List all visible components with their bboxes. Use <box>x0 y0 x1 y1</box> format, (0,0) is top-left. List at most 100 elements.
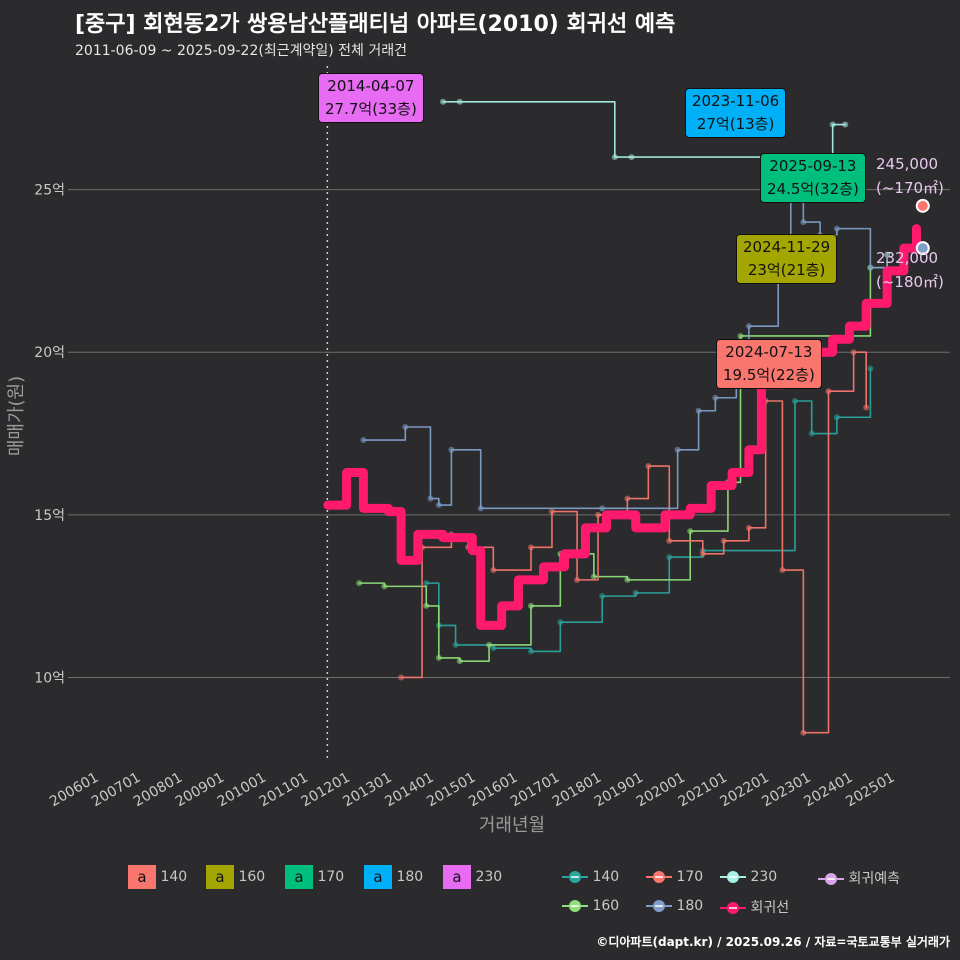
data-point-140 <box>423 580 430 587</box>
prediction-point <box>915 198 930 213</box>
series-line-회귀선 <box>323 224 921 630</box>
y-tick-label: 10억 <box>34 670 65 686</box>
data-point-180 <box>712 394 719 401</box>
legend-key-icon <box>818 873 844 885</box>
upper-prediction-label: 245,000 (~170㎡) <box>876 152 944 200</box>
data-point-180 <box>402 424 409 431</box>
data-point-140 <box>527 648 534 655</box>
legend-line-item: 170 <box>646 868 703 886</box>
y-tick-label: 20억 <box>34 345 65 361</box>
data-point-140 <box>557 619 564 626</box>
series-line-140 <box>425 367 872 653</box>
data-point-140 <box>599 593 606 600</box>
legend-line-item: 180 <box>646 897 703 915</box>
data-point-180 <box>435 502 442 509</box>
data-point-230 <box>628 154 635 161</box>
data-point-170 <box>645 463 652 470</box>
annotation-price: 23억(21층) <box>747 261 826 279</box>
data-point-140 <box>791 397 798 404</box>
legend-key-icon <box>562 871 588 883</box>
data-point-180 <box>360 437 367 444</box>
data-point-140 <box>452 641 459 648</box>
x-tick-label: 202501 <box>843 770 897 811</box>
data-point-230 <box>611 154 618 161</box>
page-title: [중구] 회현동2가 쌍용남산플래티넘 아파트(2010) 회귀선 예측 <box>75 12 676 37</box>
legend-label: 140 <box>160 869 188 885</box>
legend-swatch: a <box>285 865 313 889</box>
legend-fill-140: a 140 <box>128 865 187 889</box>
x-axis-label: 거래년월 <box>479 815 545 836</box>
legend-key-icon <box>720 871 746 883</box>
data-point-140 <box>632 589 639 596</box>
legend-line-item: 회귀예측 <box>818 868 900 888</box>
data-point-180 <box>599 505 606 512</box>
annotation-date: 2024-07-13 <box>725 343 813 361</box>
prediction-point <box>915 241 930 256</box>
legend-line-item: 회귀선 <box>720 897 789 917</box>
data-point-180 <box>867 264 874 271</box>
move-in-line: 입주 <box>319 66 336 762</box>
data-point-140 <box>666 554 673 561</box>
legend-swatch: a <box>206 865 234 889</box>
data-point-140 <box>808 430 815 437</box>
legend-key-icon <box>720 902 746 914</box>
legend-fill-160: a 160 <box>206 865 265 889</box>
data-point-160 <box>486 641 493 648</box>
annotation-price: 27억(13층) <box>696 115 775 133</box>
data-point-230 <box>842 121 849 128</box>
annotation-180: 2023-11-06 27억(13층) <box>685 88 787 138</box>
legend-label: 170 <box>676 869 704 885</box>
upper-area: (~170㎡) <box>876 179 944 197</box>
legend-label: 180 <box>396 869 424 885</box>
data-point-160 <box>381 583 388 590</box>
data-point-170 <box>574 576 581 583</box>
data-point-160 <box>435 654 442 661</box>
data-point-170 <box>548 508 555 515</box>
lower-area: (~180㎡) <box>876 273 944 291</box>
data-point-180 <box>477 505 484 512</box>
data-point-170 <box>800 729 807 736</box>
data-point-170 <box>666 537 673 544</box>
data-point-160 <box>527 602 534 609</box>
legend-swatch: a <box>128 865 156 889</box>
data-point-170 <box>779 567 786 574</box>
legend-key-icon <box>562 900 588 912</box>
annotation-price: 19.5억(22층) <box>723 366 815 384</box>
data-point-170 <box>850 349 857 356</box>
y-axis-label: 매매가(원) <box>6 376 27 456</box>
data-point-170 <box>825 388 832 395</box>
annotation-230: 2014-04-07 27.7억(33층) <box>318 73 424 123</box>
legend-fill-230: a 230 <box>443 865 502 889</box>
legend-label: 회귀예측 <box>848 871 900 887</box>
data-point-170 <box>490 567 497 574</box>
legend-key-icon <box>646 871 672 883</box>
annotation-140: 2024-07-13 19.5억(22층) <box>716 339 822 389</box>
series-line-230 <box>442 100 847 158</box>
data-point-160 <box>356 580 363 587</box>
prediction-layer <box>915 198 930 256</box>
data-point-170 <box>624 495 631 502</box>
data-point-170 <box>863 404 870 411</box>
data-point-180 <box>448 446 455 453</box>
legend-label: 170 <box>317 869 345 885</box>
data-point-180 <box>695 407 702 414</box>
y-axis: 10억 15억 20억 25억 <box>34 183 65 687</box>
data-point-170 <box>745 524 752 531</box>
annotation-170: 2025-09-13 24.5억(32층) <box>760 153 866 203</box>
upper-price: 245,000 <box>876 155 939 173</box>
legend-label: 160 <box>592 898 620 914</box>
lower-prediction-label: 232,000 (~180㎡) <box>876 246 944 294</box>
legend-label: 230 <box>750 869 778 885</box>
data-point-170 <box>595 511 602 518</box>
data-point-230 <box>456 98 463 105</box>
annotation-date: 2025-09-13 <box>769 157 857 175</box>
legend-line-item: 140 <box>562 868 619 886</box>
page-subtitle: 2011-06-09 ~ 2025-09-22(최근계약일) 전체 거래건 <box>75 43 407 59</box>
data-point-230 <box>440 98 447 105</box>
annotation-date: 2024-11-29 <box>743 238 831 256</box>
annotation-date: 2014-04-07 <box>327 77 415 95</box>
legend-fill-180: a 180 <box>364 865 423 889</box>
legend-label: 160 <box>238 869 266 885</box>
data-point-140 <box>867 365 874 372</box>
